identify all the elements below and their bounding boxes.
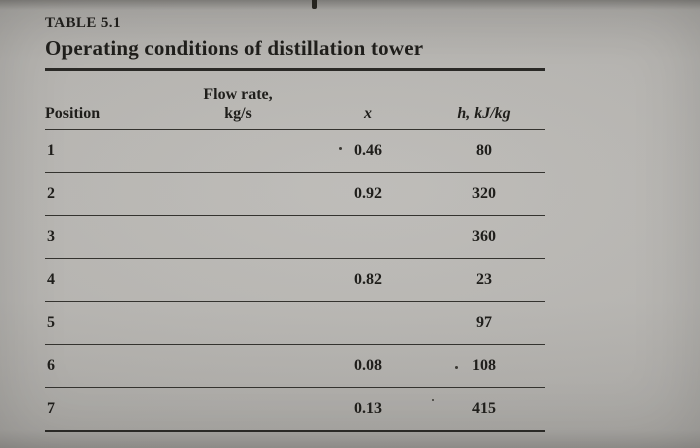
cell-position: 1 xyxy=(47,142,55,159)
col-header-h: h, kJ/kg xyxy=(423,83,545,123)
col-header-flow-rate-line2: kg/s xyxy=(224,105,252,122)
cell-h: 108 xyxy=(472,357,496,374)
col-header-position-label: Position xyxy=(45,105,101,122)
cell-h: 415 xyxy=(472,400,496,417)
table-block: TABLE 5.1 Operating conditions of distil… xyxy=(45,14,545,432)
ink-speck xyxy=(455,366,458,369)
ink-speck xyxy=(339,147,342,150)
table-label: TABLE 5.1 xyxy=(45,15,121,31)
table-title: Operating conditions of distillation tow… xyxy=(45,36,424,60)
cell-x: 0.82 xyxy=(354,271,382,288)
table-row: 3 360 xyxy=(45,216,545,259)
table-row: 1 0.46 80 xyxy=(45,130,545,173)
cell-position: 5 xyxy=(47,314,55,331)
cell-h: 23 xyxy=(476,271,492,288)
table-row: 4 0.82 23 xyxy=(45,259,545,302)
cropped-text-mark xyxy=(312,0,317,9)
cell-position: 7 xyxy=(47,400,55,417)
title-rule xyxy=(45,68,545,71)
col-header-x: x xyxy=(313,83,423,123)
col-header-flow-rate-line1: Flow rate, xyxy=(203,86,273,103)
cell-x: 0.92 xyxy=(354,185,382,202)
cell-h: 80 xyxy=(476,142,492,159)
cell-h: 97 xyxy=(476,314,492,331)
table-row: 6 0.08 108 xyxy=(45,345,545,388)
table-row: 5 97 xyxy=(45,302,545,345)
col-header-h-label: h, kJ/kg xyxy=(457,105,511,122)
cell-position: 2 xyxy=(47,185,55,202)
cell-position: 4 xyxy=(47,271,55,288)
cell-h: 360 xyxy=(472,228,496,245)
ink-speck xyxy=(432,399,434,401)
table-row: 7 0.13 415 xyxy=(45,388,545,432)
cell-x: 0.13 xyxy=(354,400,382,417)
cell-position: 3 xyxy=(47,228,55,245)
cell-position: 6 xyxy=(47,357,55,374)
col-header-x-label: x xyxy=(364,105,372,122)
cell-h: 320 xyxy=(472,185,496,202)
table-row: 2 0.92 320 xyxy=(45,173,545,216)
col-header-position: Position xyxy=(45,83,163,123)
cell-x: 0.08 xyxy=(354,357,382,374)
cell-x: 0.46 xyxy=(354,142,382,159)
table-header-row: Position Flow rate, kg/s x h, kJ/kg xyxy=(45,71,545,130)
col-header-flow-rate: Flow rate, kg/s xyxy=(163,83,313,123)
